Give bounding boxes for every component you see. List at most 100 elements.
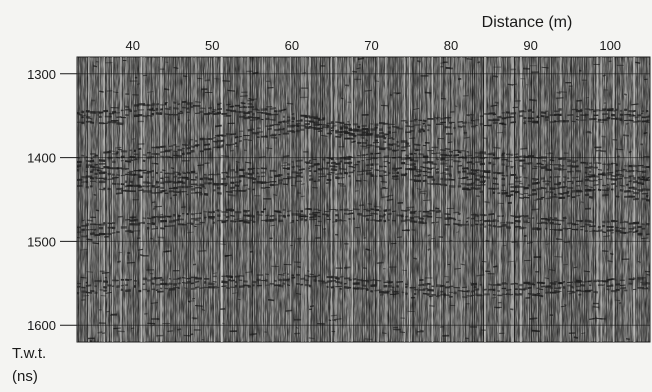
reflector-streak — [615, 195, 620, 198]
noise-streak — [249, 332, 257, 336]
noise-streak — [544, 277, 550, 280]
noise-streak — [490, 104, 498, 107]
noise-streak — [640, 281, 646, 284]
reflector-streak — [203, 192, 209, 196]
noise-streak — [563, 303, 567, 306]
trace-column — [405, 57, 408, 342]
reflector-streak — [619, 188, 624, 192]
trace-column — [80, 57, 82, 342]
noise-streak — [224, 254, 230, 257]
noise-streak — [93, 228, 97, 231]
noise-streak — [528, 98, 537, 102]
trace-column — [502, 57, 504, 342]
trace-gap — [589, 57, 591, 342]
noise-streak — [625, 122, 629, 125]
reflector-streak — [562, 185, 568, 189]
noise-streak — [346, 137, 354, 140]
reflector-streak — [221, 144, 224, 148]
noise-streak — [93, 193, 97, 196]
noise-streak — [352, 70, 358, 73]
reflector-streak — [238, 135, 242, 138]
trace-column — [119, 57, 122, 342]
reflector-streak — [593, 225, 596, 228]
trace-column — [245, 57, 247, 342]
reflector-streak — [225, 215, 230, 219]
noise-streak — [300, 195, 305, 198]
reflector-streak — [391, 137, 395, 141]
reflector-streak — [470, 119, 476, 122]
noise-streak — [388, 194, 394, 197]
trace-column — [108, 57, 111, 342]
trace-column — [117, 57, 119, 342]
trace-column — [196, 57, 198, 342]
noise-streak — [82, 219, 85, 222]
noise-streak — [86, 219, 93, 222]
reflector-streak — [124, 167, 130, 170]
noise-streak — [357, 57, 365, 61]
reflector-streak — [230, 209, 235, 212]
noise-streak — [163, 88, 170, 91]
reflector-streak — [527, 292, 532, 295]
reflector-streak — [523, 176, 528, 179]
reflector-streak — [496, 115, 502, 119]
reflector-streak — [146, 103, 152, 107]
reflector-streak — [575, 118, 580, 121]
reflector-streak — [168, 282, 173, 286]
reflector-streak — [549, 176, 553, 179]
reflector-streak — [160, 227, 166, 230]
trace-column — [416, 57, 418, 342]
reflector-streak — [405, 208, 411, 212]
reflector-streak — [514, 190, 520, 194]
reflector-streak — [405, 215, 409, 218]
reflector-streak — [558, 164, 565, 167]
trace-column — [357, 57, 359, 342]
reflector-streak — [77, 168, 80, 172]
trace-column — [273, 57, 275, 342]
trace-column — [194, 57, 196, 342]
trace-gap — [520, 57, 522, 342]
reflector-streak — [453, 154, 460, 157]
noise-streak — [195, 305, 203, 307]
reflector-streak — [571, 170, 575, 173]
noise-streak — [340, 97, 344, 100]
reflector-streak — [304, 218, 308, 222]
reflector-streak — [619, 174, 625, 178]
noise-streak — [549, 269, 555, 272]
noise-streak — [249, 250, 254, 253]
noise-streak — [296, 293, 302, 295]
trace-gap — [498, 57, 500, 342]
noise-streak — [493, 265, 498, 268]
reflector-streak — [374, 133, 380, 137]
reflector-streak — [216, 173, 221, 176]
noise-streak — [427, 248, 431, 251]
reflector-streak — [431, 178, 436, 182]
trace-gap — [120, 57, 121, 342]
reflector-streak — [422, 119, 427, 123]
reflector-streak — [89, 117, 93, 120]
reflector-streak — [85, 281, 88, 284]
reflector-streak — [575, 194, 581, 197]
trace-column — [133, 57, 135, 342]
reflector-streak — [484, 170, 491, 173]
noise-streak — [187, 119, 191, 122]
reflector-streak — [291, 113, 295, 115]
trace-column — [302, 57, 304, 342]
trace-column — [401, 57, 402, 342]
noise-streak — [364, 89, 372, 92]
noise-streak — [587, 173, 596, 176]
noise-streak — [331, 124, 337, 128]
noise-streak — [235, 181, 241, 183]
trace-column — [78, 57, 80, 342]
noise-streak — [240, 95, 248, 97]
trace-column — [271, 57, 273, 342]
reflector-streak — [400, 219, 406, 223]
trace-column — [487, 57, 488, 342]
trace-column — [251, 57, 254, 342]
reflector-streak — [89, 232, 95, 236]
noise-streak — [401, 291, 405, 294]
reflector-streak — [195, 280, 200, 283]
reflector-streak — [422, 282, 429, 287]
noise-streak — [562, 263, 568, 266]
reflector-streak — [159, 287, 163, 290]
noise-streak — [275, 210, 282, 214]
